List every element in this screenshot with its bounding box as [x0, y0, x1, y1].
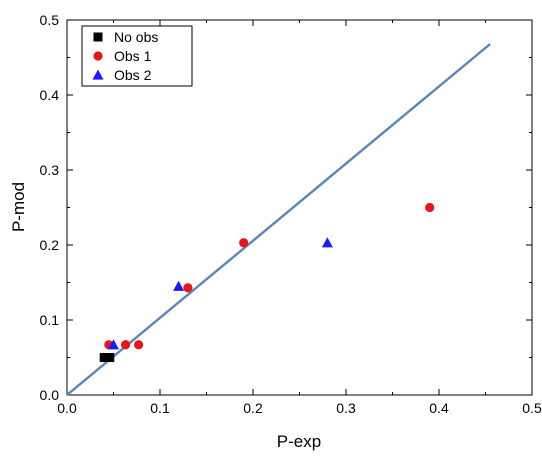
y-tick-label: 0.0 — [40, 387, 60, 403]
legend: No obs Obs 1 Obs 2 — [81, 25, 193, 87]
x-tick-label: 0.1 — [150, 400, 170, 416]
data-point-obs-1 — [134, 340, 144, 350]
y-tick-label: 0.2 — [40, 237, 60, 253]
y-tick-label: 0.3 — [40, 162, 60, 178]
legend-label-no-obs: No obs — [114, 29, 158, 45]
data-points-layer — [99, 202, 435, 362]
data-point-no-obs — [105, 353, 115, 362]
legend-marker-no-obs — [93, 32, 103, 42]
y-tick-label: 0.4 — [40, 87, 60, 103]
data-point-obs-1 — [120, 340, 131, 350]
data-point-obs-2 — [321, 237, 333, 248]
data-point-obs-1 — [239, 238, 249, 248]
data-point-obs-1 — [425, 202, 435, 213]
x-tick-label: 0.2 — [243, 400, 263, 416]
y-tick-label: 0.5 — [40, 12, 60, 28]
x-axis-label: P-exp — [277, 432, 321, 451]
x-tick-label: 0.5 — [522, 400, 542, 416]
x-tick-label: 0.4 — [429, 400, 449, 416]
reference-line — [66, 43, 491, 396]
y-axis-label: P-mod — [9, 182, 28, 232]
reference-line-layer — [66, 43, 491, 396]
data-point-obs-2 — [108, 339, 119, 350]
data-point-obs-2 — [173, 280, 185, 291]
legend-marker-obs-1 — [93, 51, 103, 61]
legend-label-obs-2: Obs 2 — [114, 67, 152, 83]
axes: 0.0 0.1 0.2 0.3 0.4 0.5 0.0 0.1 0.2 0.3 0.4 0.5 — [40, 12, 542, 416]
data-point-obs-1 — [183, 283, 193, 293]
x-tick-label: 0.3 — [336, 400, 356, 416]
x-tick-label: 0.0 — [57, 400, 77, 416]
data-point-no-obs — [99, 353, 109, 362]
legend-label-obs-1: Obs 1 — [114, 48, 152, 64]
y-tick-label: 0.1 — [40, 312, 60, 328]
legend-marker-obs-2 — [92, 69, 104, 80]
